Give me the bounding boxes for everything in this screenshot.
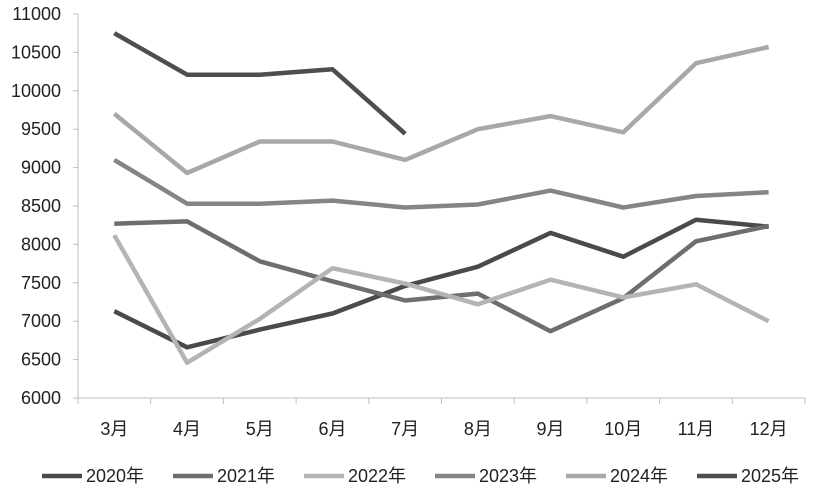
legend-label: 2020年 xyxy=(86,466,144,486)
x-tick-label: 5月 xyxy=(246,419,274,439)
x-tick-label: 10月 xyxy=(604,419,642,439)
y-tick-label: 11000 xyxy=(12,4,61,24)
series-line-2020年 xyxy=(113,217,769,350)
y-tick-label: 10500 xyxy=(11,42,61,62)
x-tick-label: 4月 xyxy=(173,419,201,439)
series-line-2021年 xyxy=(114,219,770,334)
y-tick-label: 7500 xyxy=(21,273,61,293)
x-tick-label: 8月 xyxy=(464,419,492,439)
x-tick-label: 11月 xyxy=(678,419,715,439)
y-tick-label: 6500 xyxy=(21,350,61,370)
y-tick-label: 9000 xyxy=(21,158,61,178)
legend-label: 2022年 xyxy=(348,466,406,486)
x-tick-label: 12月 xyxy=(750,419,788,439)
legend-label: 2024年 xyxy=(610,466,668,486)
x-tick-label: 7月 xyxy=(391,419,419,439)
legend: 2020年 2021年 2022年 2023年 2024年 2025年 xyxy=(42,466,799,486)
y-tick-label: 10000 xyxy=(11,81,61,101)
legend-label: 2021年 xyxy=(217,466,275,486)
axes: 6000 6500 7000 7500 8000 8500 9000 9500 10000 105… xyxy=(11,4,806,439)
y-tick-label: 9500 xyxy=(21,119,61,139)
y-tick-label: 7000 xyxy=(21,311,61,331)
legend-label: 2023年 xyxy=(479,466,537,486)
series-line-2023年 xyxy=(113,157,769,210)
series-line-2025年 xyxy=(113,31,407,136)
x-tick-label: 3月 xyxy=(100,419,128,439)
y-tick-label: 6000 xyxy=(21,388,61,408)
y-tick-label: 8500 xyxy=(21,196,61,216)
legend-label: 2025年 xyxy=(741,466,799,486)
plot-area xyxy=(112,31,770,365)
x-tick-label: 9月 xyxy=(537,419,565,439)
series-line-2022年 xyxy=(112,234,770,365)
y-tick-label: 8000 xyxy=(21,234,61,254)
series-line-2024年 xyxy=(112,44,770,176)
x-tick-label: 6月 xyxy=(318,419,346,439)
